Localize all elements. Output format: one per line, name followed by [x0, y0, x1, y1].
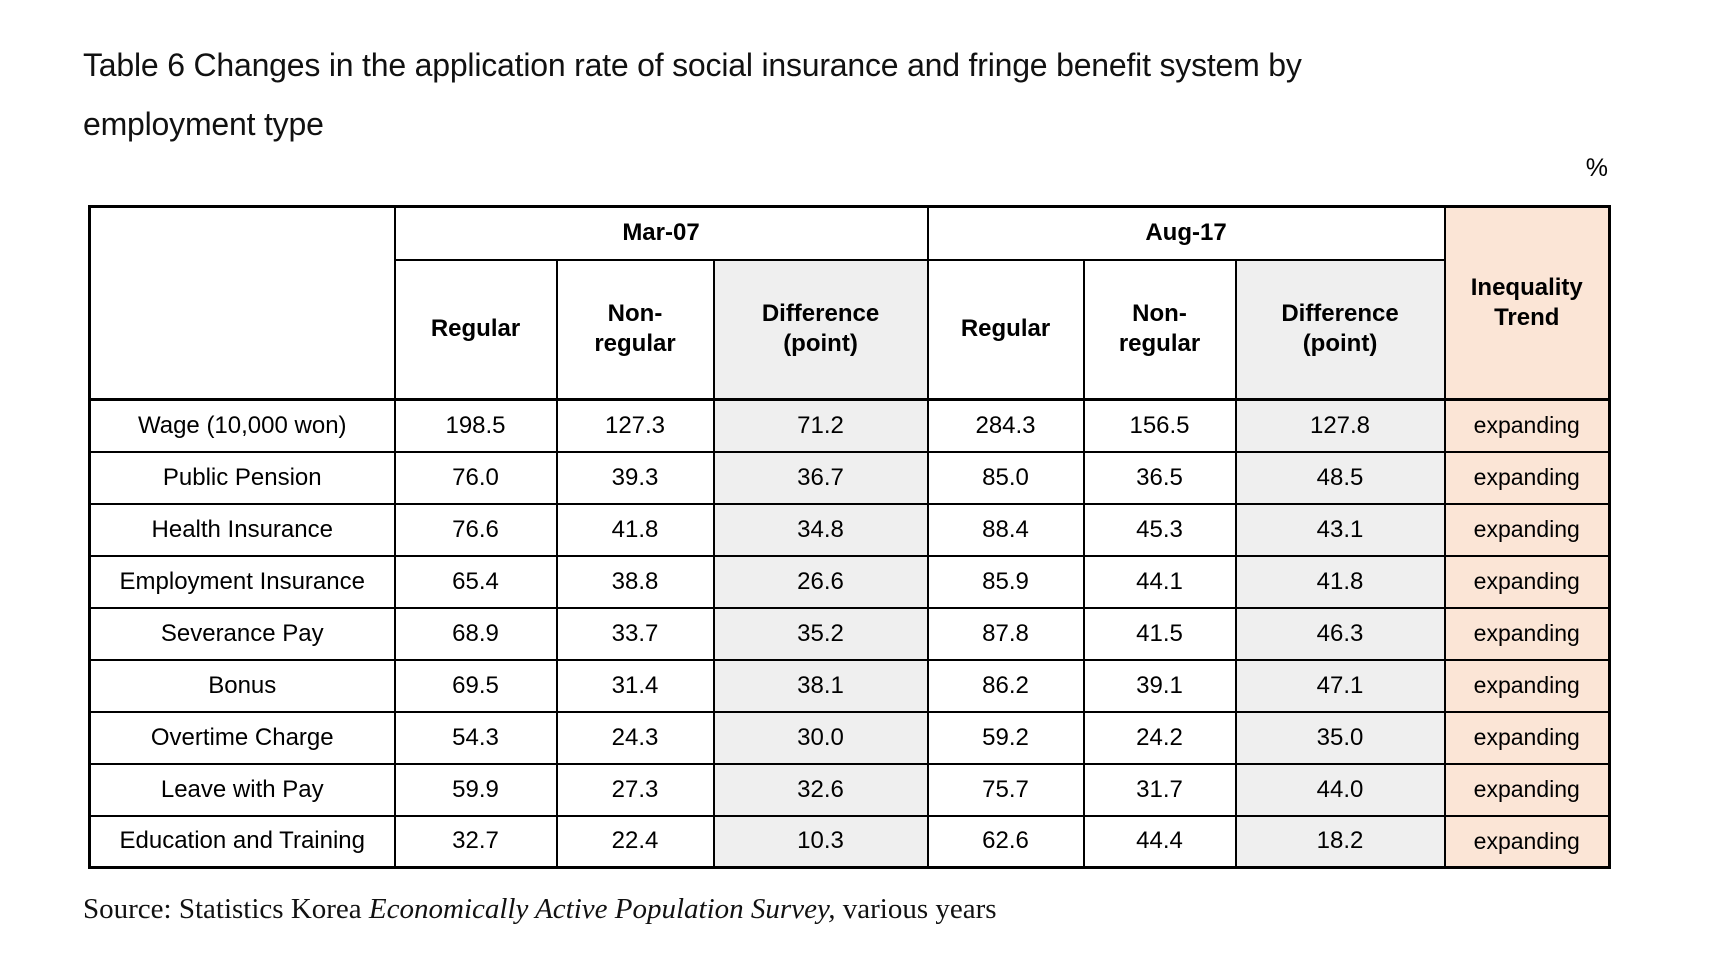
row-label: Education and Training [88, 814, 396, 869]
value-cell: 36.5 [1082, 450, 1237, 505]
row-label: Public Pension [88, 450, 396, 505]
col-header-regular-aug17: Regular [926, 258, 1085, 401]
value-cell: 44.0 [1234, 762, 1446, 817]
value-cell: 33.7 [555, 606, 715, 661]
value-cell: 48.5 [1234, 450, 1446, 505]
value-cell: 71.2 [712, 398, 929, 453]
value-cell: 75.7 [926, 762, 1085, 817]
row-label: Severance Pay [88, 606, 396, 661]
table-row: Wage (10,000 won) 198.5 127.3 71.2 284.3 156.… [88, 398, 1611, 453]
value-cell: 27.3 [555, 762, 715, 817]
value-cell: 41.5 [1082, 606, 1237, 661]
value-cell: 76.6 [393, 502, 558, 557]
row-label: Employment Insurance [88, 554, 396, 609]
corner-cell [88, 205, 396, 401]
row-label: Leave with Pay [88, 762, 396, 817]
table-row: Bonus 69.5 31.4 38.1 86.2 39.1 47.1 expanding [88, 658, 1611, 713]
value-cell: 32.6 [712, 762, 929, 817]
value-cell: 18.2 [1234, 814, 1446, 869]
value-cell: 39.3 [555, 450, 715, 505]
row-label: Wage (10,000 won) [88, 398, 396, 453]
col-group-mar07: Mar-07 [393, 205, 929, 261]
row-label: Overtime Charge [88, 710, 396, 765]
table-row: Severance Pay 68.9 33.7 35.2 87.8 41.5 46.3 exp… [88, 606, 1611, 661]
value-cell: 44.4 [1082, 814, 1237, 869]
value-cell: 47.1 [1234, 658, 1446, 713]
trend-cell: expanding [1443, 658, 1611, 713]
value-cell: 85.9 [926, 554, 1085, 609]
value-cell: 87.8 [926, 606, 1085, 661]
value-cell: 59.9 [393, 762, 558, 817]
table-title: Table 6 Changes in the application rate … [83, 47, 1302, 142]
value-cell: 156.5 [1082, 398, 1237, 453]
table-row: Leave with Pay 59.9 27.3 32.6 75.7 31.7 44.0 ex… [88, 762, 1611, 817]
value-cell: 62.6 [926, 814, 1085, 869]
value-cell: 38.8 [555, 554, 715, 609]
trend-cell: expanding [1443, 398, 1611, 453]
table-row: Public Pension 76.0 39.3 36.7 85.0 36.5 48.5 ex… [88, 450, 1611, 505]
value-cell: 31.4 [555, 658, 715, 713]
col-header-nonregular-aug17: Non- regular [1082, 258, 1237, 401]
value-cell: 88.4 [926, 502, 1085, 557]
trend-cell: expanding [1443, 814, 1611, 869]
value-cell: 65.4 [393, 554, 558, 609]
unit-label: % [1585, 154, 1608, 182]
row-label: Health Insurance [88, 502, 396, 557]
value-cell: 39.1 [1082, 658, 1237, 713]
table-row: Employment Insurance 65.4 38.8 26.6 85.9 44.1… [88, 554, 1611, 609]
value-cell: 86.2 [926, 658, 1085, 713]
row-label: Bonus [88, 658, 396, 713]
trend-cell: expanding [1443, 502, 1611, 557]
trend-cell: expanding [1443, 554, 1611, 609]
value-cell: 38.1 [712, 658, 929, 713]
col-header-difference-aug17: Difference (point) [1234, 258, 1446, 401]
source-suffix: various years [835, 893, 997, 925]
value-cell: 59.2 [926, 710, 1085, 765]
table-row: Overtime Charge 54.3 24.3 30.0 59.2 24.2 35.0 e… [88, 710, 1611, 765]
table-row: Education and Training 32.7 22.4 10.3 62.6 44… [88, 814, 1611, 869]
value-cell: 41.8 [1234, 554, 1446, 609]
value-cell: 31.7 [1082, 762, 1237, 817]
col-header-regular-mar07: Regular [393, 258, 558, 401]
value-cell: 68.9 [393, 606, 558, 661]
value-cell: 127.3 [555, 398, 715, 453]
value-cell: 26.6 [712, 554, 929, 609]
col-header-nonregular-mar07: Non- regular [555, 258, 715, 401]
value-cell: 43.1 [1234, 502, 1446, 557]
trend-cell: expanding [1443, 450, 1611, 505]
value-cell: 41.8 [555, 502, 715, 557]
source-prefix: Source: Statistics Korea [83, 893, 369, 925]
trend-cell: expanding [1443, 710, 1611, 765]
value-cell: 127.8 [1234, 398, 1446, 453]
value-cell: 32.7 [393, 814, 558, 869]
col-header-inequality-trend: Inequality Trend [1443, 205, 1611, 401]
value-cell: 24.2 [1082, 710, 1237, 765]
value-cell: 24.3 [555, 710, 715, 765]
value-cell: 35.2 [712, 606, 929, 661]
value-cell: 10.3 [712, 814, 929, 869]
value-cell: 76.0 [393, 450, 558, 505]
table-row: Health Insurance 76.6 41.8 34.8 88.4 45.3 43.1… [88, 502, 1611, 557]
trend-cell: expanding [1443, 762, 1611, 817]
value-cell: 69.5 [393, 658, 558, 713]
value-cell: 22.4 [555, 814, 715, 869]
source-italic: Economically Active Population Survey, [368, 893, 836, 925]
value-cell: 30.0 [712, 710, 929, 765]
value-cell: 36.7 [712, 450, 929, 505]
value-cell: 34.8 [712, 502, 929, 557]
value-cell: 46.3 [1234, 606, 1446, 661]
col-group-aug17: Aug-17 [926, 205, 1446, 261]
data-table: Mar-07 Aug-17 Inequality Trend Regular N… [88, 205, 1611, 869]
value-cell: 54.3 [393, 710, 558, 765]
col-header-difference-mar07: Difference (point) [712, 258, 929, 401]
value-cell: 35.0 [1234, 710, 1446, 765]
trend-cell: expanding [1443, 606, 1611, 661]
value-cell: 45.3 [1082, 502, 1237, 557]
value-cell: 284.3 [926, 398, 1085, 453]
source-note: Source: Statistics Korea Economically Ac… [83, 893, 997, 926]
value-cell: 44.1 [1082, 554, 1237, 609]
value-cell: 85.0 [926, 450, 1085, 505]
value-cell: 198.5 [393, 398, 558, 453]
